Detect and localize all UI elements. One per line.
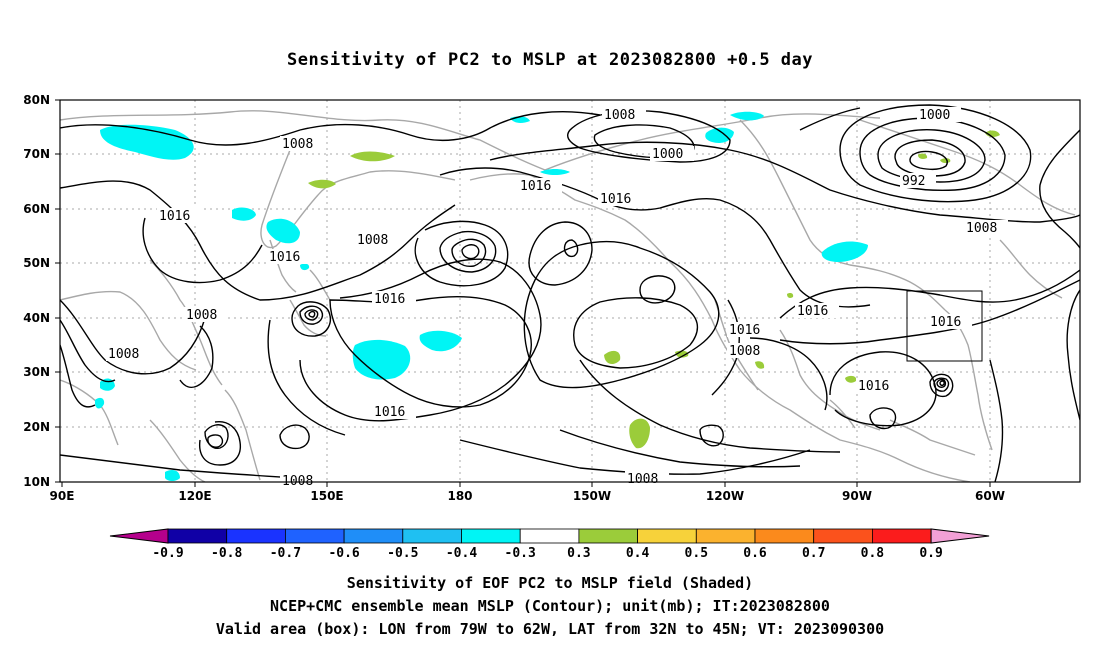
contour-label: 1008 [729,344,760,359]
lat-label: 50N [23,256,50,270]
colorbar: -0.9 -0.8 -0.7 -0.6 -0.5 -0.4 -0.3 0.3 0.4 0.5 0.6… [109,528,990,561]
map-frame [59,99,1081,483]
lon-label: 180 [447,489,472,503]
colorbar-label: -0.9 [152,546,183,561]
contour-label: 1000 [919,108,950,123]
contour-label: 1016 [269,250,300,265]
mslp-contours [60,104,1080,482]
contour-label: 1008 [186,308,217,323]
contour-label: 1016 [858,379,889,394]
colorbar-swatch [578,528,639,544]
colorbar-swatch [813,528,873,544]
colorbar-label: -0.6 [328,546,359,561]
footer-caption-3: Valid area (box): LON from 79W to 62W, L… [215,620,885,638]
lat-label: 80N [23,93,50,107]
lat-label: 30N [23,365,50,379]
contour-label: 1016 [374,292,405,307]
colorbar-label: -0.5 [387,546,418,561]
valid-area-box [906,290,983,362]
lon-label: 90W [842,489,872,503]
colorbar-swatch [284,528,345,544]
colorbar-low-triangle [109,528,169,544]
lat-label: 20N [23,420,50,434]
contour-label: 1016 [930,315,961,330]
contour-label: 1016 [374,405,405,420]
contour-label: 1000 [652,147,683,162]
colorbar-label: 0.7 [802,546,825,561]
contour-label: 1016 [159,209,190,224]
sensitivity-shading [95,111,1000,481]
lat-label: 10N [23,475,50,489]
colorbar-label: -0.3 [505,546,536,561]
colorbar-label: 0.6 [743,546,767,561]
colorbar-swatch [872,528,932,544]
contour-label: 992 [902,174,925,189]
contour-label: 1016 [797,304,828,319]
lat-label: 40N [23,311,50,325]
contour-label: 1008 [966,221,997,236]
colorbar-label: -0.7 [270,546,301,561]
graticule [60,100,1080,482]
colorbar-swatch [695,528,756,544]
colorbar-swatch [519,528,580,544]
contour-label: 1008 [604,108,635,123]
colorbar-swatch [343,528,404,544]
colorbar-swatch [637,528,697,544]
tick-marks [55,99,991,487]
contour-label: 1016 [729,323,760,338]
contour-label: 1008 [282,137,313,152]
lon-label: 90E [50,489,75,503]
contour-label: 1008 [108,347,139,362]
colorbar-swatch [402,528,462,544]
colorbar-swatch [226,528,286,544]
footer-caption-2: NCEP+CMC ensemble mean MSLP (Contour); u… [270,597,830,615]
contour-label: 1016 [600,192,631,207]
lat-label: 70N [23,147,50,161]
colorbar-label: 0.9 [919,546,942,561]
map-title: Sensitivity of PC2 to MSLP at 2023082800… [286,50,813,70]
colorbar-swatch [754,528,815,544]
lon-label: 60W [975,489,1005,503]
colorbar-swatch [167,528,228,544]
contour-label: 1008 [357,233,388,248]
colorbar-label: 0.4 [626,546,650,561]
colorbar-label: -0.4 [446,546,477,561]
lon-label: 150E [310,489,343,503]
colorbar-label: 0.5 [685,546,708,561]
lat-label: 60N [23,202,50,216]
footer-caption-1: Sensitivity of EOF PC2 to MSLP field (Sh… [346,574,754,592]
sensitivity-map: 1008 1016 1016 1008 1016 1008 1008 1016 … [23,93,1081,561]
lon-label: 120E [178,489,211,503]
colorbar-swatch [461,528,521,544]
colorbar-label: -0.8 [211,546,242,561]
colorbar-label: 0.3 [567,546,590,561]
lon-label: 120W [706,489,744,503]
colorbar-label: 0.8 [861,546,885,561]
contour-label: 1016 [520,179,551,194]
colorbar-high-triangle [930,528,990,544]
lon-label: 150W [573,489,611,503]
contour-label: 1008 [627,472,658,487]
